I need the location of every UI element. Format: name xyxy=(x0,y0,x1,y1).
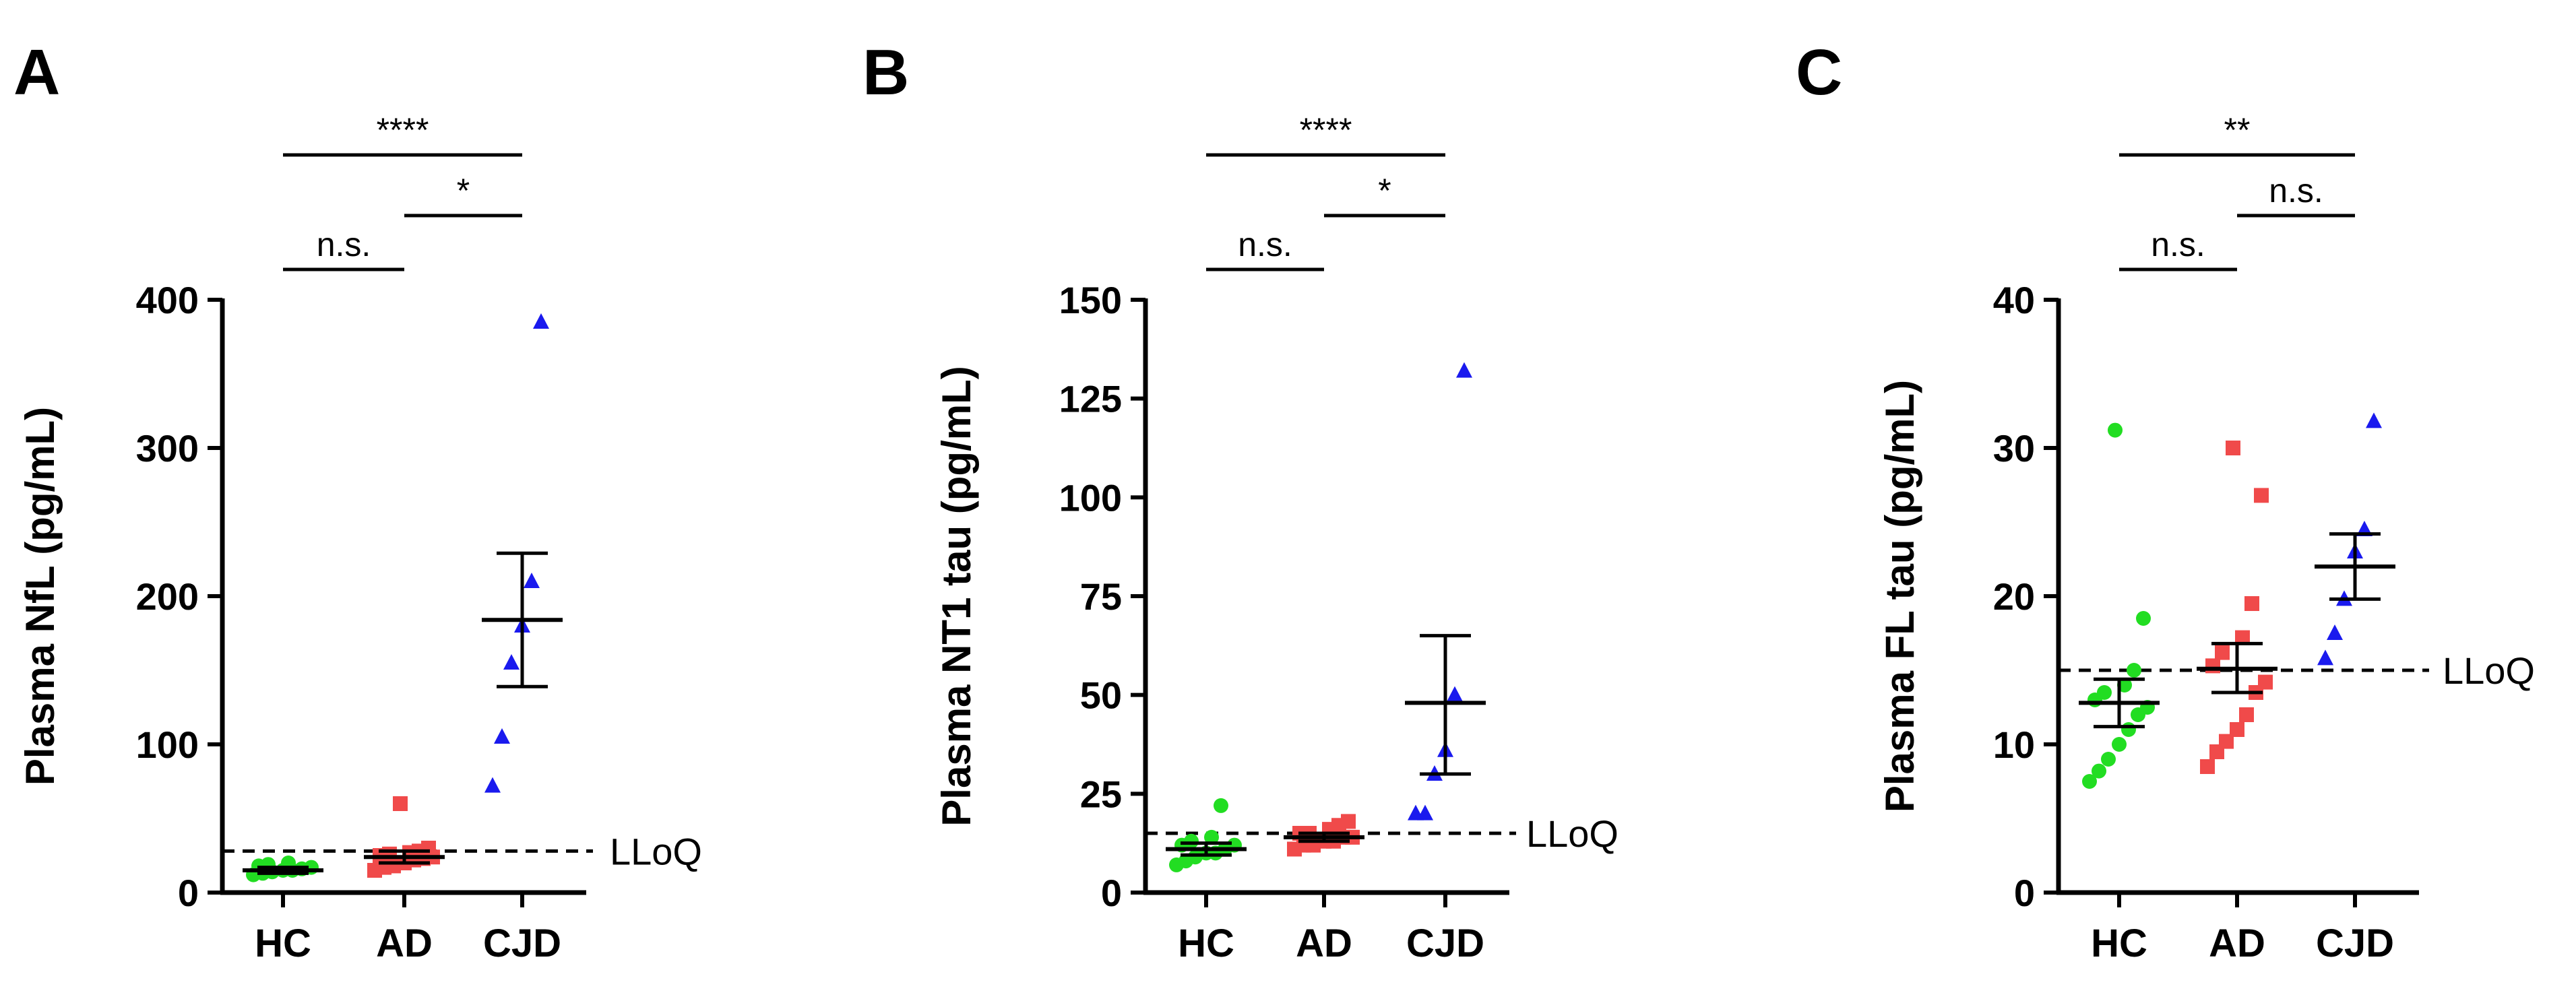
panel-letter: C xyxy=(1796,36,1842,108)
data-point-hc xyxy=(2127,663,2141,678)
significance-label: n.s. xyxy=(2269,172,2323,210)
data-point-cjd xyxy=(1417,804,1433,820)
y-tick-label: 400 xyxy=(136,279,199,321)
x-tick-label: HC xyxy=(2091,922,2147,965)
data-point-hc xyxy=(1214,798,1228,813)
y-tick-label: 20 xyxy=(1993,575,2035,618)
data-point-ad xyxy=(2244,596,2259,611)
data-point-ad xyxy=(421,841,436,856)
data-point-hc xyxy=(2097,685,2112,700)
data-point-cjd xyxy=(533,313,549,329)
data-point-ad xyxy=(2219,734,2234,749)
x-tick-label: CJD xyxy=(483,922,561,965)
data-point-hc xyxy=(2121,722,2136,737)
lloq-label: LLoQ xyxy=(2443,649,2535,692)
data-point-hc xyxy=(2112,737,2127,752)
data-point-ad xyxy=(393,796,408,811)
data-point-hc xyxy=(2108,422,2123,438)
data-point-cjd xyxy=(1456,362,1472,378)
data-point-cjd xyxy=(484,777,501,793)
data-point-hc xyxy=(2101,752,2116,767)
y-tick-label: 125 xyxy=(1059,378,1122,420)
x-tick-label: HC xyxy=(1178,922,1234,965)
y-tick-label: 100 xyxy=(1059,476,1122,519)
y-axis-label: Plasma NfL (pg/mL) xyxy=(18,407,63,785)
data-point-cjd xyxy=(503,654,520,670)
y-tick-label: 30 xyxy=(1993,427,2035,470)
y-tick-label: 25 xyxy=(1080,773,1122,815)
significance-label: n.s. xyxy=(1238,226,1292,263)
significance-label: * xyxy=(1378,172,1391,210)
data-point-cjd xyxy=(1447,686,1463,702)
y-tick-label: 100 xyxy=(136,723,199,766)
x-tick-label: CJD xyxy=(1406,922,1484,965)
x-tick-label: AD xyxy=(376,922,433,965)
y-tick-label: 150 xyxy=(1059,279,1122,321)
chart-panel-b: B 0 25 50 75 100 125 150 Plasma NT1 tau (pg/mL) H… xyxy=(862,36,1619,965)
y-tick-label: 0 xyxy=(2014,872,2035,914)
y-tick-label: 200 xyxy=(136,575,199,618)
y-axis-label: Plasma NT1 tau (pg/mL) xyxy=(934,366,979,826)
panel-letter: A xyxy=(13,36,60,108)
y-tick-label: 50 xyxy=(1080,674,1122,717)
significance-label: * xyxy=(457,172,470,210)
significance-label: **** xyxy=(377,111,429,149)
data-point-ad xyxy=(2215,645,2230,660)
data-point-cjd xyxy=(2317,649,2333,666)
y-tick-label: 40 xyxy=(1993,279,2035,321)
y-tick-label: 300 xyxy=(136,427,199,470)
y-axis-label: Plasma FL tau (pg/mL) xyxy=(1877,380,1922,812)
data-point-ad xyxy=(2230,722,2244,737)
lloq-label: LLoQ xyxy=(610,830,702,872)
y-tick-label: 0 xyxy=(178,872,199,914)
chart-panel-a: A 0 100 200 300 400 Plasma NfL (pg/mL) HC AD CJD L… xyxy=(13,36,702,965)
data-point-ad xyxy=(2226,441,2240,455)
chart-panel-c: C 0 10 20 30 40 Plasma FL tau (pg/mL) HC AD CJD LL… xyxy=(1796,36,2535,965)
data-point-hc xyxy=(2082,774,2097,789)
x-tick-label: AD xyxy=(2209,922,2265,965)
data-point-hc xyxy=(1204,829,1219,845)
y-tick-label: 10 xyxy=(1993,723,2035,766)
x-tick-label: CJD xyxy=(2316,922,2394,965)
data-point-ad xyxy=(2254,488,2269,503)
significance-label: n.s. xyxy=(2151,226,2205,263)
data-point-cjd xyxy=(494,728,510,744)
significance-label: ** xyxy=(2224,111,2251,149)
data-point-cjd xyxy=(2366,412,2382,428)
y-tick-label: 75 xyxy=(1080,575,1122,618)
data-point-ad xyxy=(1341,814,1356,829)
x-tick-label: AD xyxy=(1296,922,1352,965)
lloq-label: LLoQ xyxy=(1526,812,1619,855)
y-tick-label: 0 xyxy=(1101,872,1122,914)
data-point-ad xyxy=(2235,630,2250,645)
significance-label: **** xyxy=(1300,111,1352,149)
data-point-ad xyxy=(2239,707,2254,722)
panel-letter: B xyxy=(862,36,909,108)
data-point-ad xyxy=(382,846,397,862)
significance-label: n.s. xyxy=(317,226,371,263)
data-point-cjd xyxy=(524,573,540,588)
data-point-ad xyxy=(2258,674,2273,690)
data-point-hc xyxy=(2136,611,2151,626)
data-point-hc xyxy=(1184,833,1199,849)
x-tick-label: HC xyxy=(255,922,311,965)
data-point-ad xyxy=(2205,658,2220,674)
data-point-ad xyxy=(2200,759,2215,774)
data-point-cjd xyxy=(2327,624,2343,640)
data-point-hc xyxy=(2092,763,2106,779)
